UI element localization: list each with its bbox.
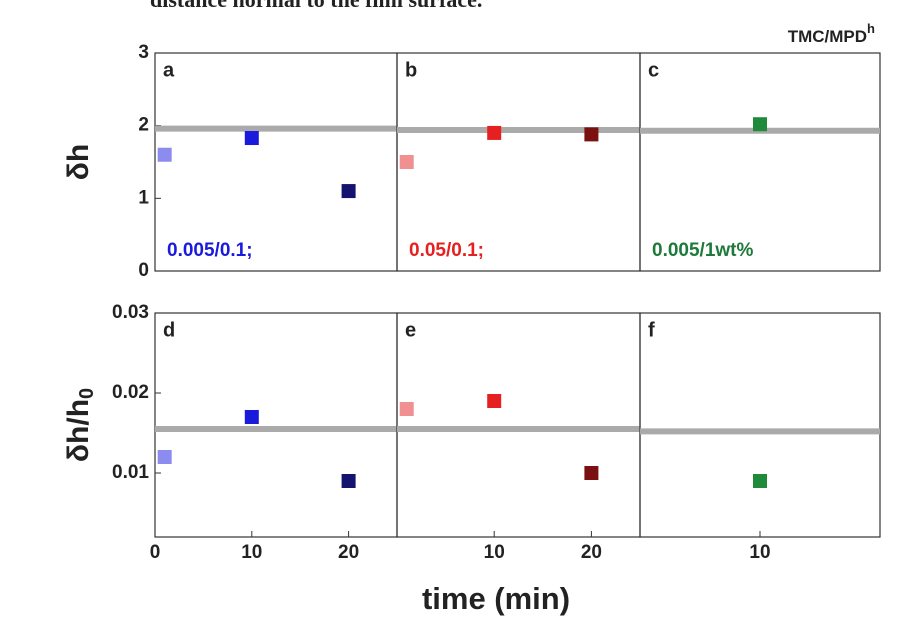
panel-frame (396, 52, 641, 272)
panel-label: b (405, 59, 417, 81)
data-point (244, 131, 259, 146)
panel-title: TMC/MPDh (788, 21, 875, 46)
annotation: 0.005/1wt% (652, 240, 753, 261)
panel-label: e (405, 319, 416, 341)
data-point (341, 184, 356, 199)
x-tick-label: 10 (241, 542, 262, 563)
y-axis-label: δh/h0 (62, 388, 98, 462)
y-tick-label: 3 (138, 42, 149, 63)
y-tick-label: 0.01 (112, 462, 149, 483)
y-tick-label: 1 (138, 187, 149, 208)
data-point (157, 450, 172, 464)
annotation: 0.005/0.1; (167, 240, 253, 261)
x-tick-label: 0 (150, 542, 161, 563)
x-tick-label: 20 (338, 542, 359, 563)
data-point (584, 127, 599, 142)
panel-label: c (648, 59, 659, 81)
y-axis-label: δh (62, 144, 95, 181)
y-label-sub: 0 (76, 388, 98, 399)
panel-frame (154, 52, 398, 272)
x-tick-label: 10 (749, 542, 770, 563)
panel-frame (396, 312, 641, 538)
data-point (487, 394, 502, 408)
data-point (399, 155, 414, 169)
panel-frame (154, 312, 398, 538)
panel-frame (639, 312, 881, 538)
data-point (487, 125, 502, 140)
x-tick-label: 10 (484, 542, 505, 563)
annotation: 0.05/0.1; (409, 240, 484, 261)
data-point (399, 402, 414, 416)
x-tick-label: 20 (581, 542, 602, 563)
title-text: TMC/MPD (788, 27, 867, 46)
data-point (584, 466, 599, 480)
y-label-text: δh (62, 144, 95, 181)
data-point (244, 410, 259, 424)
title-sup: h (867, 21, 875, 36)
data-point (753, 117, 767, 132)
panel-label: a (163, 59, 175, 81)
y-tick-label: 0.03 (112, 302, 149, 323)
y-label-text: δh/h (62, 399, 95, 462)
y-tick-label: 0 (138, 260, 149, 281)
panel-frame (639, 52, 881, 272)
data-point (157, 147, 172, 162)
panel-label: d (163, 319, 175, 341)
panel-label: f (648, 319, 655, 341)
caption: distance normal to the film surface. (150, 0, 482, 12)
y-tick-label: 0.02 (112, 382, 149, 403)
data-point (753, 474, 767, 488)
data-point (341, 474, 356, 488)
y-tick-label: 2 (138, 115, 149, 136)
x-axis-label: time (min) (422, 581, 570, 616)
